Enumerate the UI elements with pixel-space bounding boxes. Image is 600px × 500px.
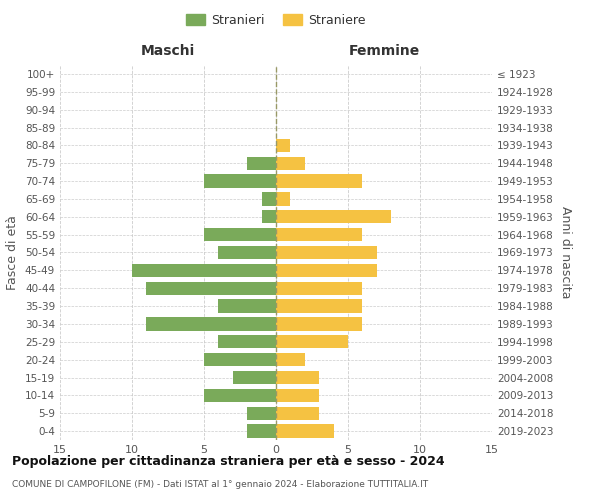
Bar <box>233 371 276 384</box>
Text: Femmine: Femmine <box>349 44 419 58</box>
Bar <box>276 353 305 366</box>
Bar <box>204 388 276 402</box>
Text: COMUNE DI CAMPOFILONE (FM) - Dati ISTAT al 1° gennaio 2024 - Elaborazione TUTTIT: COMUNE DI CAMPOFILONE (FM) - Dati ISTAT … <box>12 480 428 489</box>
Bar <box>204 174 276 188</box>
Bar <box>276 210 391 224</box>
Bar <box>276 424 334 438</box>
Bar <box>247 406 276 420</box>
Bar <box>132 264 276 277</box>
Bar <box>276 406 319 420</box>
Bar <box>146 282 276 295</box>
Text: Maschi: Maschi <box>141 44 195 58</box>
Bar <box>146 317 276 330</box>
Bar <box>276 335 348 348</box>
Bar <box>276 138 290 152</box>
Bar <box>276 300 362 313</box>
Bar <box>276 264 377 277</box>
Y-axis label: Anni di nascita: Anni di nascita <box>559 206 572 298</box>
Bar <box>204 228 276 241</box>
Bar <box>204 353 276 366</box>
Bar <box>218 300 276 313</box>
Bar <box>276 371 319 384</box>
Bar <box>247 424 276 438</box>
Bar <box>218 246 276 259</box>
Bar <box>276 228 362 241</box>
Y-axis label: Fasce di età: Fasce di età <box>7 215 19 290</box>
Bar <box>276 282 362 295</box>
Bar <box>218 335 276 348</box>
Legend: Stranieri, Straniere: Stranieri, Straniere <box>181 8 371 32</box>
Bar <box>276 174 362 188</box>
Bar <box>276 246 377 259</box>
Bar <box>276 192 290 205</box>
Bar <box>262 192 276 205</box>
Bar <box>262 210 276 224</box>
Bar <box>276 156 305 170</box>
Bar <box>276 388 319 402</box>
Bar <box>276 317 362 330</box>
Text: Popolazione per cittadinanza straniera per età e sesso - 2024: Popolazione per cittadinanza straniera p… <box>12 455 445 468</box>
Bar <box>247 156 276 170</box>
